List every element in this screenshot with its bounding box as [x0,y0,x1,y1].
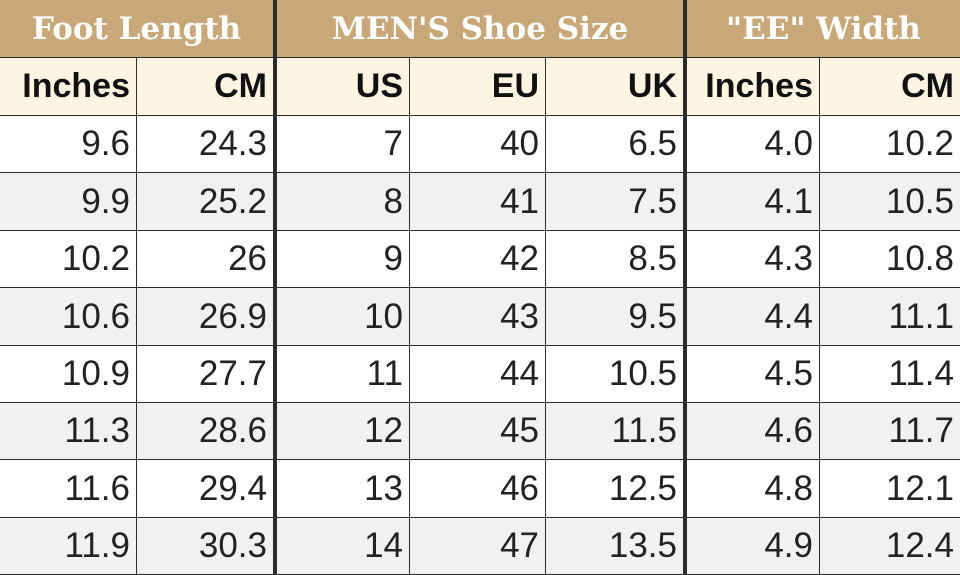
cell: 6.5 [546,116,683,172]
cell: 10 [277,288,409,345]
cell: 13 [277,460,409,517]
group-header: MEN'S Shoe Size [277,0,683,57]
cell: 24.3 [137,116,273,172]
cell: 4.8 [687,460,819,517]
cell: 13.5 [546,518,683,574]
cell: 4.9 [687,518,819,574]
column-header: CM [820,58,960,115]
cell: 47 [410,518,545,574]
cell: 11.7 [820,403,960,459]
cell: 43 [410,288,545,345]
cell: 46 [410,460,545,517]
cell: 29.4 [137,460,273,517]
cell: 12.4 [820,518,960,574]
cell: 8 [277,173,409,230]
cell: 14 [277,518,409,574]
cell: 12.1 [820,460,960,517]
cell: 28.6 [137,403,273,459]
column-header: CM [137,58,273,115]
cell: 4.4 [687,288,819,345]
cell: 11.1 [820,288,960,345]
column-header: EU [410,58,545,115]
cell: 11.5 [546,403,683,459]
cell: 10.5 [546,346,683,402]
cell: 10.6 [0,288,136,345]
cell: 11.3 [0,403,136,459]
cell: 9.9 [0,173,136,230]
cell: 27.7 [137,346,273,402]
cell: 4.1 [687,173,819,230]
cell: 44 [410,346,545,402]
group-header: Foot Length [0,0,273,57]
cell: 41 [410,173,545,230]
column-header: US [277,58,409,115]
cell: 26.9 [137,288,273,345]
cell: 4.5 [687,346,819,402]
cell: 9.5 [546,288,683,345]
cell: 25.2 [137,173,273,230]
cell: 30.3 [137,518,273,574]
cell: 11.9 [0,518,136,574]
cell: 4.3 [687,231,819,287]
cell: 9.6 [0,116,136,172]
cell: 4.6 [687,403,819,459]
column-header: Inches [687,58,819,115]
cell: 9 [277,231,409,287]
column-header: UK [546,58,683,115]
cell: 10.9 [0,346,136,402]
cell: 10.2 [0,231,136,287]
cell: 11.4 [820,346,960,402]
group-header: "EE" Width [687,0,960,57]
cell: 40 [410,116,545,172]
cell: 7 [277,116,409,172]
cell: 10.5 [820,173,960,230]
cell: 42 [410,231,545,287]
column-header: Inches [0,58,136,115]
cell: 12 [277,403,409,459]
cell: 7.5 [546,173,683,230]
cell: 8.5 [546,231,683,287]
cell: 10.8 [820,231,960,287]
cell: 45 [410,403,545,459]
cell: 4.0 [687,116,819,172]
cell: 26 [137,231,273,287]
cell: 10.2 [820,116,960,172]
cell: 12.5 [546,460,683,517]
cell: 11.6 [0,460,136,517]
cell: 11 [277,346,409,402]
